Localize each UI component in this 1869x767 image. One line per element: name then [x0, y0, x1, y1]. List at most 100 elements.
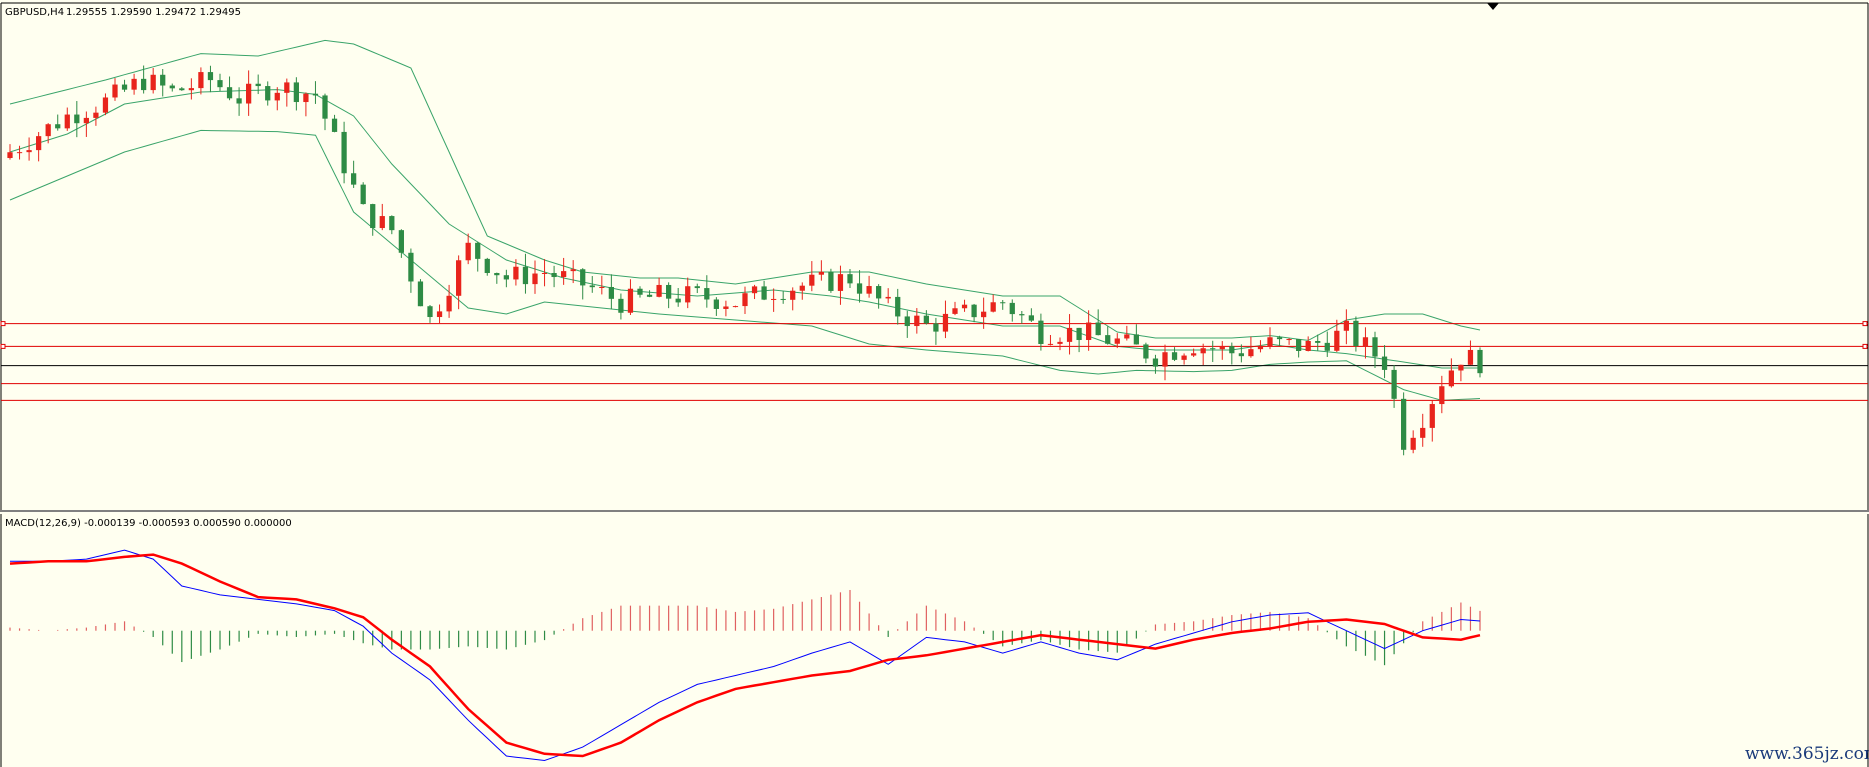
candle-body	[1124, 334, 1130, 339]
candle-body	[484, 258, 490, 274]
candle-body	[1257, 346, 1264, 350]
level-handle-right	[1862, 321, 1868, 327]
candle-body	[790, 290, 796, 300]
candle-body	[961, 304, 968, 309]
level-handle-left	[0, 343, 6, 349]
candle-body	[160, 74, 166, 86]
candle-body	[1086, 322, 1092, 340]
candle-body	[427, 306, 433, 318]
candle-body	[656, 284, 662, 297]
candle-body	[36, 136, 42, 151]
candle-body	[1210, 348, 1216, 350]
candle-body	[1191, 353, 1197, 356]
candle-body	[236, 98, 242, 104]
candle-body	[1401, 398, 1407, 450]
candle-body	[828, 271, 834, 291]
candle-body	[1448, 370, 1454, 387]
macd-panel[interactable]: MACD(12,26,9) -0.000139 -0.000593 0.0005…	[0, 514, 1869, 767]
candle-body	[1028, 315, 1034, 321]
candle-body	[923, 315, 929, 324]
candle-body	[780, 298, 786, 300]
candle-body	[1334, 330, 1340, 351]
candle-body	[93, 112, 99, 118]
candle-body	[1372, 337, 1378, 357]
candle-body	[551, 272, 557, 278]
candle-body	[341, 131, 347, 174]
candle-body	[627, 288, 634, 313]
candle-body	[1019, 314, 1025, 316]
candle-body	[169, 85, 175, 89]
candle-body	[1286, 339, 1292, 341]
candle-body	[532, 273, 538, 285]
candle-body	[981, 311, 987, 318]
candlesticks	[7, 65, 1483, 456]
candle-body	[1410, 437, 1416, 450]
candle-body	[494, 273, 500, 276]
candle-body	[312, 93, 319, 96]
candle-body	[1105, 335, 1111, 344]
candle-body	[1143, 344, 1149, 359]
candle-body	[799, 285, 805, 291]
shift-marker-icon[interactable]	[1487, 3, 1499, 10]
candle-body	[876, 286, 882, 299]
candle-body	[102, 97, 109, 113]
candle-body	[713, 299, 719, 309]
candle-body	[389, 216, 395, 231]
candle-body	[933, 323, 939, 332]
symbol-label: GBPUSD,H4	[5, 7, 64, 18]
candle-body	[847, 274, 853, 284]
macd-lines	[9, 549, 1481, 762]
candle-body	[26, 150, 32, 153]
candle-body	[379, 216, 385, 229]
candle-body	[293, 82, 299, 103]
watermark: www.365jz.com	[1745, 744, 1869, 764]
candle-body	[666, 284, 672, 299]
candle-body	[599, 286, 605, 288]
candle-body	[1315, 341, 1321, 343]
candle-body	[589, 285, 595, 288]
candle-body	[1171, 352, 1178, 360]
candle-body	[370, 204, 376, 229]
candle-body	[1343, 320, 1349, 331]
horizontal-levels[interactable]	[0, 321, 1868, 401]
macd-signal-line	[10, 549, 1481, 762]
candle-body	[1276, 337, 1283, 340]
candle-body	[456, 260, 462, 296]
candle-body	[818, 271, 824, 275]
candle-body	[55, 124, 61, 129]
candle-body	[837, 274, 844, 291]
candle-body	[360, 184, 366, 205]
candle-body	[179, 88, 185, 91]
candle-body	[561, 271, 567, 278]
candle-body	[83, 117, 89, 124]
candle-body	[513, 266, 519, 280]
candle-body	[131, 78, 137, 90]
candle-body	[436, 311, 443, 318]
candle-body	[885, 296, 891, 299]
main-price-panel[interactable]: GBPUSD,H4 1.29555 1.29590 1.29472 1.2949…	[0, 2, 1869, 512]
bollinger-upper-band	[9, 39, 1481, 341]
candle-body	[351, 173, 357, 185]
candle-body	[74, 114, 80, 124]
candle-body	[322, 95, 328, 119]
candle-body	[1000, 302, 1006, 304]
candle-body	[723, 306, 729, 309]
level-handle-right	[1862, 343, 1868, 349]
candle-body	[904, 316, 910, 327]
macd-main-line	[9, 553, 1481, 758]
candle-body	[732, 306, 739, 308]
candle-body	[188, 88, 194, 91]
candle-body	[1152, 358, 1159, 367]
candle-body	[952, 308, 958, 314]
candle-body	[1458, 364, 1464, 371]
candle-body	[398, 230, 404, 253]
candle-body	[971, 304, 977, 318]
ohlc-values: 1.29555 1.29590 1.29472 1.29495	[66, 7, 241, 18]
candle-body	[417, 281, 424, 307]
candle-body	[475, 242, 481, 259]
candle-body	[1057, 341, 1063, 344]
candle-body	[1009, 302, 1015, 315]
candle-body	[303, 93, 309, 103]
candle-body	[1133, 334, 1139, 345]
